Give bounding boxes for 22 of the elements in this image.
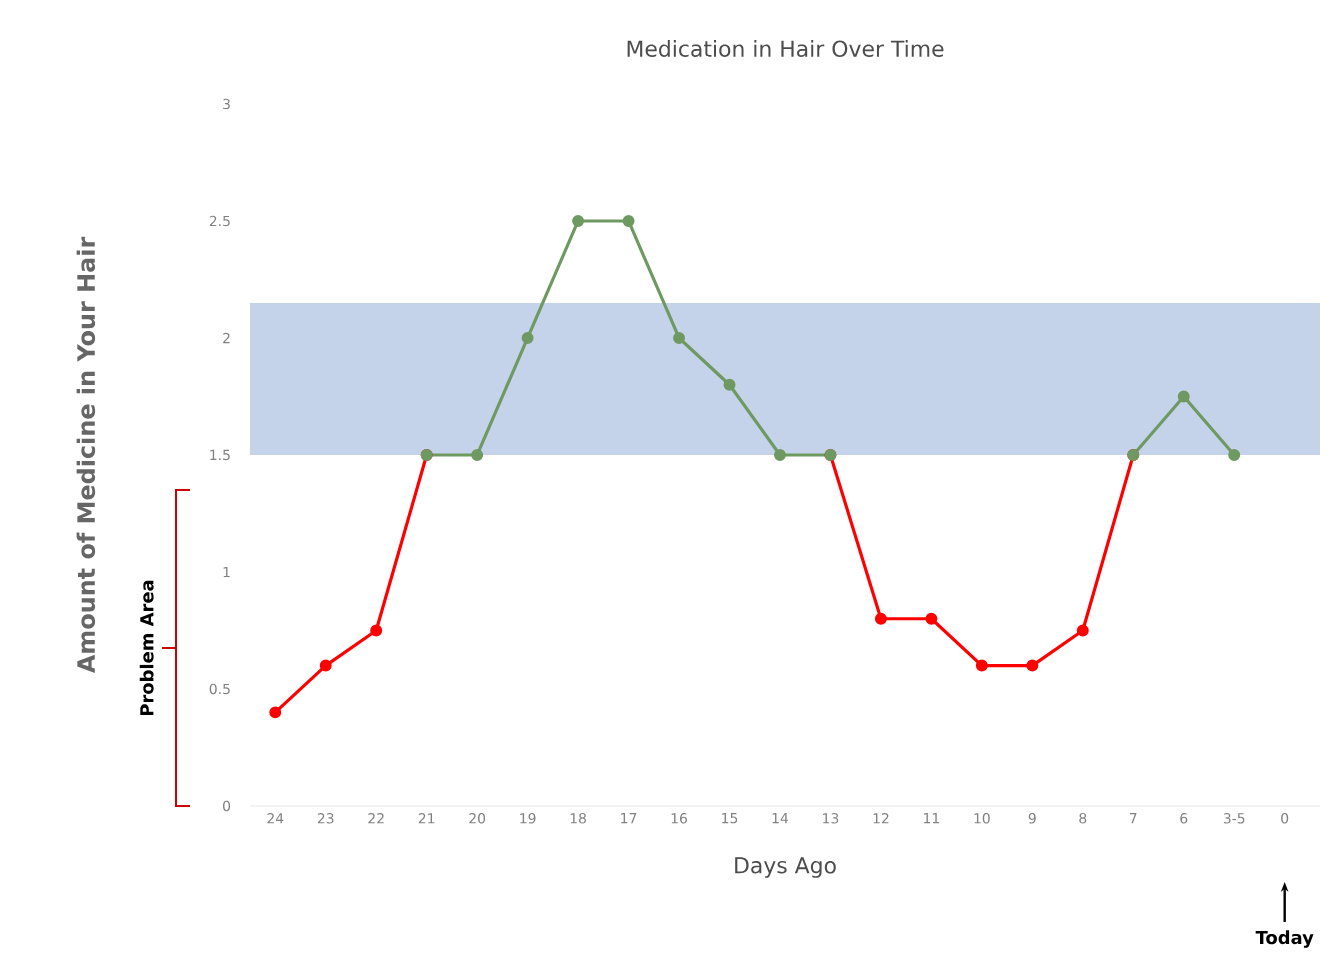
point [319, 659, 332, 672]
point [723, 378, 736, 391]
point [622, 214, 635, 227]
point [673, 331, 686, 344]
point [975, 659, 988, 672]
point [1177, 390, 1190, 403]
point [572, 214, 585, 227]
point [1026, 659, 1039, 672]
text: Problem Area [139, 580, 154, 716]
point [925, 612, 938, 625]
y-axis-title: Amount of Medicine in Your Hair [76, 236, 96, 674]
point [1228, 448, 1241, 461]
text: Today [1255, 930, 1314, 948]
chart-title: Medication in Hair Over Time [627, 40, 944, 57]
point [269, 706, 282, 719]
point [370, 624, 383, 637]
point [521, 331, 534, 344]
point [471, 448, 484, 461]
point [773, 448, 786, 461]
point [874, 612, 887, 625]
x-axis-title: Days Ago [735, 857, 836, 878]
point [1076, 624, 1089, 637]
